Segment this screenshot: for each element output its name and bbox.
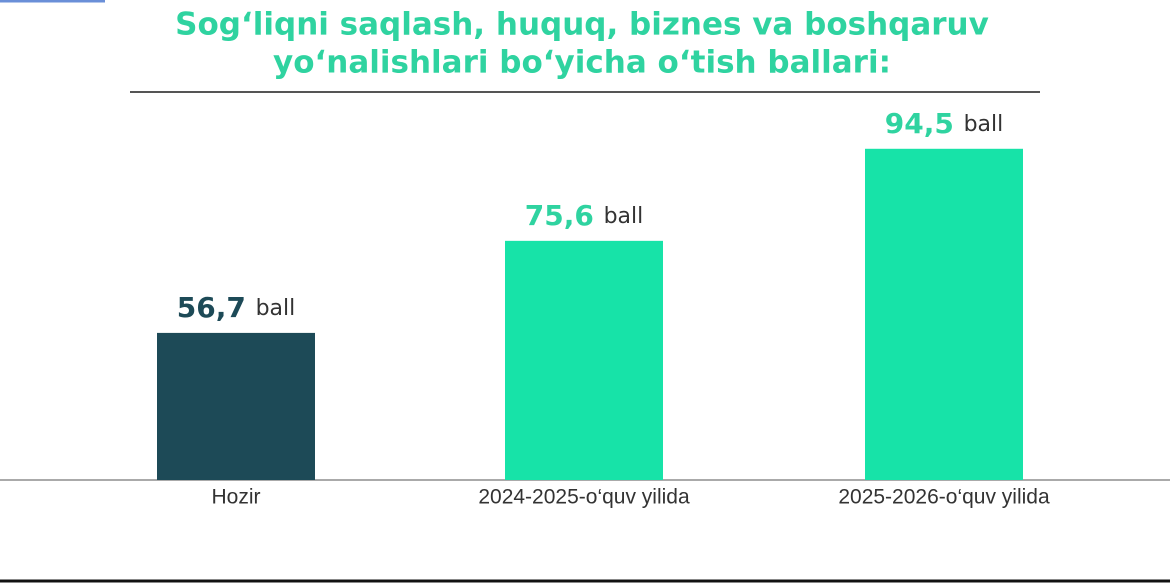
chart-title: Sog‘liqni saqlash, huquq, biznes va bosh… <box>175 7 989 43</box>
value-label: 56,7 ball <box>177 291 296 324</box>
x-tick-label: 2025-2026-o‘quv yilida <box>838 486 1050 509</box>
chart-title: yo‘nalishlari bo‘yicha o‘tish ballari: <box>273 45 891 81</box>
value-unit: ball <box>604 204 644 229</box>
bar <box>865 148 1023 480</box>
value-label: 75,6 ball <box>525 199 644 232</box>
bar <box>505 240 663 480</box>
value-unit: ball <box>964 112 1004 137</box>
value-unit: ball <box>256 296 296 321</box>
x-tick-label: Hozir <box>211 486 260 509</box>
value-label: 94,5 ball <box>885 107 1004 140</box>
value-number: 75,6 <box>525 199 594 232</box>
value-number: 56,7 <box>177 291 246 324</box>
value-number: 94,5 <box>885 107 954 140</box>
bar <box>157 332 315 480</box>
x-tick-label: 2024-2025-o‘quv yilida <box>478 486 690 509</box>
